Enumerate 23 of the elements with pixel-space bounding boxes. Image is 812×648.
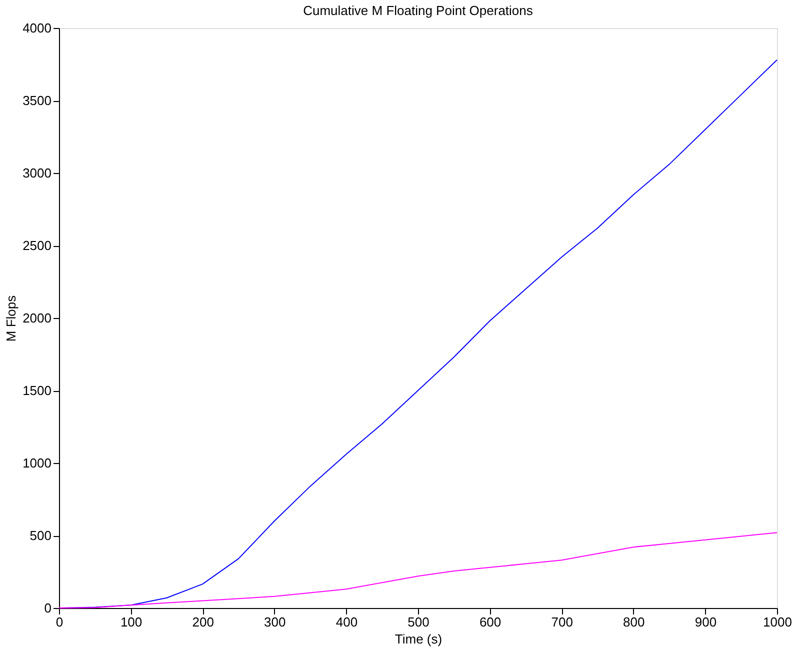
- x-tick-label: 600: [479, 614, 502, 630]
- y-tick-label: 1000: [22, 456, 52, 470]
- y-axis-title: M Flops: [4, 294, 19, 342]
- x-tick-label: 100: [120, 614, 142, 630]
- x-tick-label: 200: [192, 614, 214, 630]
- y-tick-label: 2000: [22, 310, 52, 326]
- y-tick-label: 4000: [22, 20, 52, 36]
- y-tick-label: 500: [30, 528, 52, 543]
- y-tick-label: 3500: [22, 93, 52, 108]
- x-tick-label: 300: [264, 614, 286, 630]
- x-tick-label: 1000: [763, 614, 792, 630]
- x-tick-label: 400: [336, 614, 358, 630]
- x-tick-label: 500: [408, 614, 430, 630]
- x-axis-title: Time (s): [394, 632, 442, 646]
- x-tick-label: 700: [551, 614, 573, 630]
- chart-title: Cumulative M Floating Point Operations: [303, 3, 534, 18]
- y-tick-label: 1500: [22, 383, 52, 398]
- y-tick-label: 0: [44, 600, 52, 616]
- x-tick-label: 900: [694, 614, 717, 630]
- y-tick-label: 2500: [22, 238, 52, 253]
- x-tick-label: 0: [56, 614, 64, 630]
- x-tick-label: 800: [623, 614, 645, 630]
- y-tick-label: 3000: [22, 166, 52, 180]
